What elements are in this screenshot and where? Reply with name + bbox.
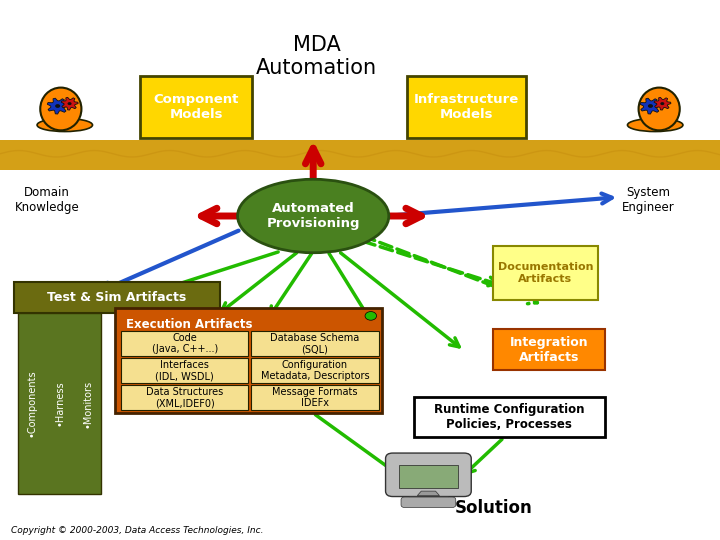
FancyBboxPatch shape [121,331,248,356]
FancyBboxPatch shape [121,385,248,410]
Text: Documentation
Artifacts: Documentation Artifacts [498,262,593,284]
Circle shape [68,102,71,105]
Text: MDA
Automation: MDA Automation [256,35,377,78]
Polygon shape [654,97,671,110]
Ellipse shape [40,87,81,130]
FancyBboxPatch shape [140,76,252,138]
FancyBboxPatch shape [57,115,73,130]
Circle shape [55,104,60,108]
Circle shape [365,312,377,320]
FancyBboxPatch shape [251,331,379,356]
Ellipse shape [238,179,389,253]
FancyBboxPatch shape [647,115,663,130]
FancyBboxPatch shape [121,358,248,383]
FancyBboxPatch shape [0,140,720,170]
Text: Interfaces
(IDL, WSDL): Interfaces (IDL, WSDL) [156,360,214,381]
Text: Test & Sim Artifacts: Test & Sim Artifacts [48,291,186,304]
Text: Message Formats
IDEFx: Message Formats IDEFx [272,387,358,408]
Text: Integration
Artifacts: Integration Artifacts [510,336,588,363]
Text: •Components: •Components [27,370,37,437]
Polygon shape [640,98,661,114]
Text: Automated
Provisioning: Automated Provisioning [266,202,360,230]
FancyBboxPatch shape [115,308,382,413]
Circle shape [648,104,653,108]
Text: •Harness: •Harness [55,381,64,427]
Text: System
Engineer: System Engineer [621,186,675,214]
FancyBboxPatch shape [14,282,220,313]
FancyBboxPatch shape [18,313,101,494]
Text: •Monitors: •Monitors [82,380,92,428]
Text: Infrastructure
Models: Infrastructure Models [413,93,519,120]
FancyBboxPatch shape [407,76,526,138]
Text: Database Schema
(SQL): Database Schema (SQL) [271,333,359,354]
Ellipse shape [628,118,683,132]
Text: Configuration
Metadata, Descriptors: Configuration Metadata, Descriptors [261,360,369,381]
FancyBboxPatch shape [251,358,379,383]
Text: Execution Artifacts: Execution Artifacts [126,318,253,330]
FancyBboxPatch shape [251,385,379,410]
Polygon shape [61,97,78,110]
FancyBboxPatch shape [493,329,605,370]
FancyBboxPatch shape [401,497,456,508]
Ellipse shape [639,87,680,130]
Polygon shape [418,491,439,496]
FancyBboxPatch shape [386,453,471,497]
Text: Runtime Configuration
Policies, Processes: Runtime Configuration Policies, Processe… [434,403,585,431]
Text: Component
Models: Component Models [153,93,239,120]
Text: Domain
Knowledge: Domain Knowledge [14,186,79,214]
Circle shape [660,102,665,105]
Text: Code
(Java, C++...): Code (Java, C++...) [151,333,218,354]
FancyBboxPatch shape [409,496,448,500]
Polygon shape [48,98,68,114]
FancyBboxPatch shape [493,246,598,300]
Text: Copyright © 2000-2003, Data Access Technologies, Inc.: Copyright © 2000-2003, Data Access Techn… [11,526,264,535]
FancyBboxPatch shape [399,465,458,488]
Text: Solution: Solution [454,498,532,517]
Ellipse shape [37,118,92,132]
FancyBboxPatch shape [414,397,605,437]
Text: Data Structures
(XML,IDEF0): Data Structures (XML,IDEF0) [146,387,223,408]
